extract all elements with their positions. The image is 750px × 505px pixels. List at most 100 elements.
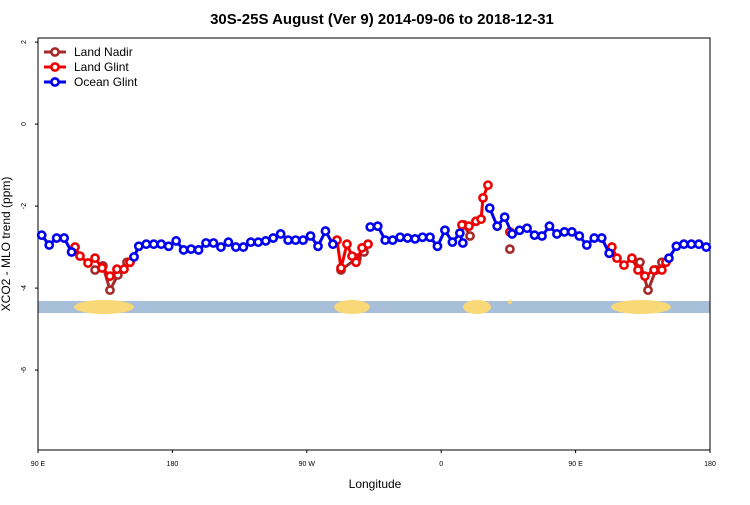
data-point xyxy=(425,232,435,243)
legend-label: Land Nadir xyxy=(74,45,133,59)
data-point xyxy=(484,203,495,214)
legend-marker xyxy=(50,47,60,57)
data-point xyxy=(499,212,510,223)
data-point xyxy=(328,239,338,250)
data-point xyxy=(97,263,107,273)
data-point xyxy=(657,265,667,275)
data-point xyxy=(336,263,346,273)
data-point xyxy=(402,233,413,243)
data-point xyxy=(119,264,129,275)
data-point xyxy=(342,239,352,250)
data-point xyxy=(36,230,47,241)
data-point xyxy=(275,229,286,239)
data-point xyxy=(678,239,689,250)
data-point xyxy=(612,253,622,264)
land-band xyxy=(508,300,512,304)
data-point xyxy=(129,252,139,262)
data-point xyxy=(105,285,115,296)
data-point xyxy=(447,237,458,248)
data-point xyxy=(465,231,475,241)
data-point xyxy=(133,241,144,252)
data-point xyxy=(410,233,420,244)
data-point xyxy=(163,241,174,252)
ocean-band xyxy=(38,301,710,313)
data-point xyxy=(245,237,256,248)
data-point xyxy=(440,225,450,236)
data-point xyxy=(298,235,308,246)
data-point xyxy=(387,235,398,246)
data-point xyxy=(283,235,294,246)
data-point xyxy=(596,233,607,243)
data-point xyxy=(522,223,532,234)
y-tick-label: -6 xyxy=(21,367,28,373)
data-point xyxy=(395,232,406,243)
data-point xyxy=(417,232,428,243)
x-tick-label: 0 xyxy=(439,461,443,468)
legend-marker xyxy=(50,77,60,87)
data-point xyxy=(230,242,241,252)
data-point xyxy=(141,239,152,250)
data-point xyxy=(305,231,316,241)
data-point xyxy=(514,225,525,236)
data-point xyxy=(105,271,115,282)
data-point xyxy=(619,260,629,271)
data-point xyxy=(693,239,704,250)
data-point xyxy=(529,230,540,241)
data-point xyxy=(148,239,159,250)
data-point xyxy=(90,253,100,264)
data-point xyxy=(44,240,55,250)
data-point xyxy=(633,265,643,275)
data-point xyxy=(268,233,279,243)
data-point xyxy=(664,253,674,264)
data-point xyxy=(313,241,323,252)
land-band xyxy=(611,300,671,314)
data-point xyxy=(75,251,85,261)
surface-band xyxy=(38,300,710,314)
data-point xyxy=(574,231,585,241)
data-point xyxy=(492,221,503,232)
data-point xyxy=(507,229,518,239)
data-point xyxy=(320,226,331,236)
data-point xyxy=(701,242,712,252)
data-point xyxy=(552,229,562,239)
data-point xyxy=(649,265,659,275)
data-point xyxy=(626,253,637,264)
data-point xyxy=(559,227,570,237)
y-axis-title: XCO2 - MLO trend (ppm) xyxy=(0,177,13,312)
data-point xyxy=(51,233,62,243)
data-point xyxy=(253,237,264,248)
land-band xyxy=(334,300,370,314)
data-point xyxy=(186,244,196,255)
data-point xyxy=(59,233,70,243)
data-point xyxy=(365,222,376,232)
data-point xyxy=(260,236,271,246)
data-point xyxy=(581,240,592,250)
y-tick-label: -2 xyxy=(21,203,28,209)
data-point xyxy=(643,285,653,296)
data-point xyxy=(83,258,93,268)
data-point xyxy=(604,248,615,259)
x-tick-label: 180 xyxy=(704,461,716,468)
data-point xyxy=(504,244,515,255)
data-point xyxy=(432,241,443,252)
land-band xyxy=(463,300,491,314)
x-tick-label: 90 E xyxy=(31,461,46,468)
y-tick-label: 0 xyxy=(21,122,28,126)
chart-title: 30S-25S August (Ver 9) 2014-09-06 to 201… xyxy=(210,11,554,28)
data-point xyxy=(363,239,373,250)
data-point xyxy=(635,257,645,268)
land-band xyxy=(74,300,134,314)
data-point xyxy=(238,242,249,252)
data-point xyxy=(457,238,468,248)
data-point xyxy=(589,233,600,243)
data-point xyxy=(208,238,219,248)
y-tick-label: 2 xyxy=(21,40,28,44)
data-point xyxy=(171,236,182,246)
data-point xyxy=(372,221,383,232)
data-point xyxy=(478,192,488,203)
data-point xyxy=(380,235,391,246)
legend-label: Land Glint xyxy=(74,60,129,74)
x-axis-title: Longitude xyxy=(349,477,402,491)
